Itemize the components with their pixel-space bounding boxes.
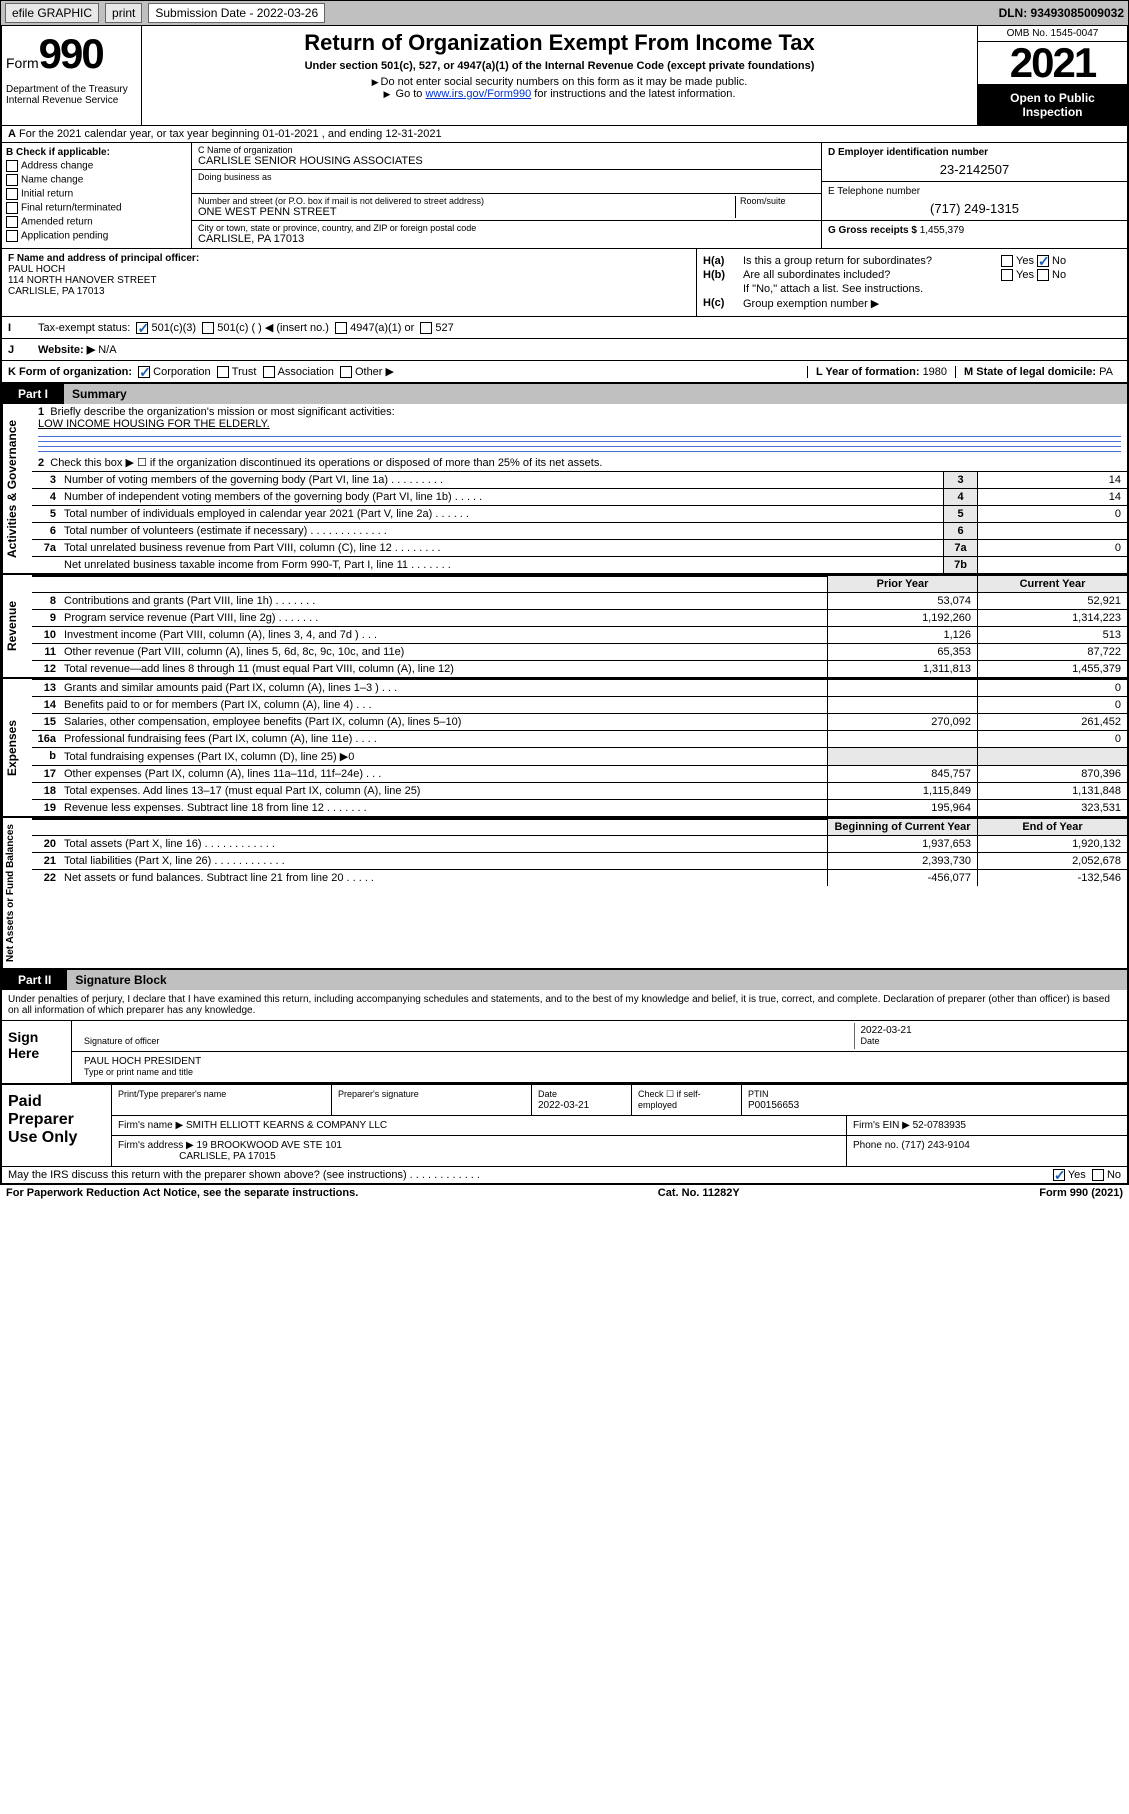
chk-amended[interactable]: Amended return [6, 216, 187, 228]
form-word: Form [6, 55, 39, 71]
summary-line: 18Total expenses. Add lines 13–17 (must … [32, 782, 1127, 799]
summary-line: 13Grants and similar amounts paid (Part … [32, 679, 1127, 696]
summary-line: 4Number of independent voting members of… [32, 488, 1127, 505]
efile-topbar: efile GRAPHIC print Submission Date - 20… [0, 0, 1129, 26]
public-inspection: Open to Public Inspection [978, 85, 1127, 125]
col-f: F Name and address of principal officer:… [2, 249, 697, 316]
submission-date: Submission Date - 2022-03-26 [148, 3, 325, 23]
summary-line: 10Investment income (Part VIII, column (… [32, 626, 1127, 643]
summary-line: Net unrelated business taxable income fr… [32, 556, 1127, 573]
chk-address[interactable]: Address change [6, 160, 187, 172]
vbar-netassets: Net Assets or Fund Balances [2, 818, 32, 968]
efile-label: efile GRAPHIC [5, 3, 99, 23]
summary-line: 8Contributions and grants (Part VIII, li… [32, 592, 1127, 609]
chk-pending[interactable]: Application pending [6, 230, 187, 242]
vbar-revenue: Revenue [2, 575, 32, 677]
declaration: Under penalties of perjury, I declare th… [2, 990, 1127, 1021]
org-city: CARLISLE, PA 17013 [198, 233, 815, 245]
row-a: A For the 2021 calendar year, or tax yea… [2, 126, 1127, 143]
firm-phone: (717) 243-9104 [901, 1140, 969, 1151]
chk-initial[interactable]: Initial return [6, 188, 187, 200]
ein: 23-2142507 [828, 162, 1121, 177]
discuss-row: May the IRS discuss this return with the… [2, 1166, 1127, 1183]
form-subtitle: Under section 501(c), 527, or 4947(a)(1)… [150, 60, 969, 72]
page-footer: For Paperwork Reduction Act Notice, see … [0, 1185, 1129, 1201]
form-id-block: Form 990 Department of the Treasury Inte… [2, 26, 142, 125]
form-title: Return of Organization Exempt From Incom… [150, 30, 969, 56]
dln: DLN: 93493085009032 [999, 6, 1124, 20]
mission: LOW INCOME HOUSING FOR THE ELDERLY. [38, 418, 270, 430]
domicile: PA [1099, 366, 1113, 378]
org-street: ONE WEST PENN STREET [198, 206, 735, 218]
ptin: P00156653 [748, 1100, 799, 1111]
phone: (717) 249-1315 [828, 201, 1121, 216]
row-j: J Website: ▶ N/A [2, 339, 1127, 361]
summary-line: 16aProfessional fundraising fees (Part I… [32, 730, 1127, 747]
year-formed: 1980 [923, 366, 947, 378]
ssn-note: Do not enter social security numbers on … [150, 76, 969, 88]
summary-line: 22Net assets or fund balances. Subtract … [32, 869, 1127, 886]
form-title-block: Return of Organization Exempt From Incom… [142, 26, 977, 125]
summary-line: 15Salaries, other compensation, employee… [32, 713, 1127, 730]
sign-date: 2022-03-21 [861, 1025, 912, 1036]
firm-name: SMITH ELLIOTT KEARNS & COMPANY LLC [186, 1120, 387, 1131]
form-number: 990 [39, 30, 103, 78]
irs-link[interactable]: www.irs.gov/Form990 [425, 88, 531, 100]
summary-line: 12Total revenue—add lines 8 through 11 (… [32, 660, 1127, 677]
paid-preparer-label: Paid Preparer Use Only [2, 1085, 112, 1166]
summary-line: 11Other revenue (Part VIII, column (A), … [32, 643, 1127, 660]
summary-line: 20Total assets (Part X, line 16) . . . .… [32, 835, 1127, 852]
dept-label: Department of the Treasury Internal Reve… [6, 84, 137, 106]
summary-line: 14Benefits paid to or for members (Part … [32, 696, 1127, 713]
summary-line: 5Total number of individuals employed in… [32, 505, 1127, 522]
vbar-governance: Activities & Governance [2, 404, 32, 573]
summary-line: 9Program service revenue (Part VIII, lin… [32, 609, 1127, 626]
summary-line: 7aTotal unrelated business revenue from … [32, 539, 1127, 556]
firm-ein: 52-0783935 [913, 1120, 966, 1131]
summary-line: 3Number of voting members of the governi… [32, 471, 1127, 488]
officer-name: PAUL HOCH [8, 264, 65, 275]
summary-line: 19Revenue less expenses. Subtract line 1… [32, 799, 1127, 816]
summary-line: bTotal fundraising expenses (Part IX, co… [32, 747, 1127, 765]
goto-note: Go to www.irs.gov/Form990 for instructio… [150, 88, 969, 100]
col-h: H(a) Is this a group return for subordin… [697, 249, 1127, 316]
gross-receipts: 1,455,379 [920, 225, 965, 236]
summary-line: 17Other expenses (Part IX, column (A), l… [32, 765, 1127, 782]
tax-year: 2021 [978, 42, 1127, 85]
summary-line: 6Total number of volunteers (estimate if… [32, 522, 1127, 539]
officer-printed: PAUL HOCH PRESIDENT [84, 1056, 201, 1067]
form-body: Form 990 Department of the Treasury Inte… [0, 26, 1129, 1185]
col-b: B Check if applicable: Address change Na… [2, 143, 192, 248]
vbar-expenses: Expenses [2, 679, 32, 816]
chk-final[interactable]: Final return/terminated [6, 202, 187, 214]
chk-name[interactable]: Name change [6, 174, 187, 186]
omb-block: OMB No. 1545-0047 2021 Open to Public In… [977, 26, 1127, 125]
sign-here-label: Sign Here [2, 1021, 72, 1083]
print-button[interactable]: print [105, 3, 142, 23]
website: N/A [98, 344, 116, 356]
col-c: C Name of organization CARLISLE SENIOR H… [192, 143, 822, 248]
part1-header: Part I Summary [2, 384, 1127, 404]
part2-header: Part II Signature Block [2, 968, 1127, 990]
row-i: I Tax-exempt status: 501(c)(3) 501(c) ( … [2, 317, 1127, 339]
col-de: D Employer identification number 23-2142… [822, 143, 1127, 248]
row-k: K Form of organization: Corporation Trus… [2, 361, 1127, 384]
org-name: CARLISLE SENIOR HOUSING ASSOCIATES [198, 155, 815, 167]
summary-line: 21Total liabilities (Part X, line 26) . … [32, 852, 1127, 869]
